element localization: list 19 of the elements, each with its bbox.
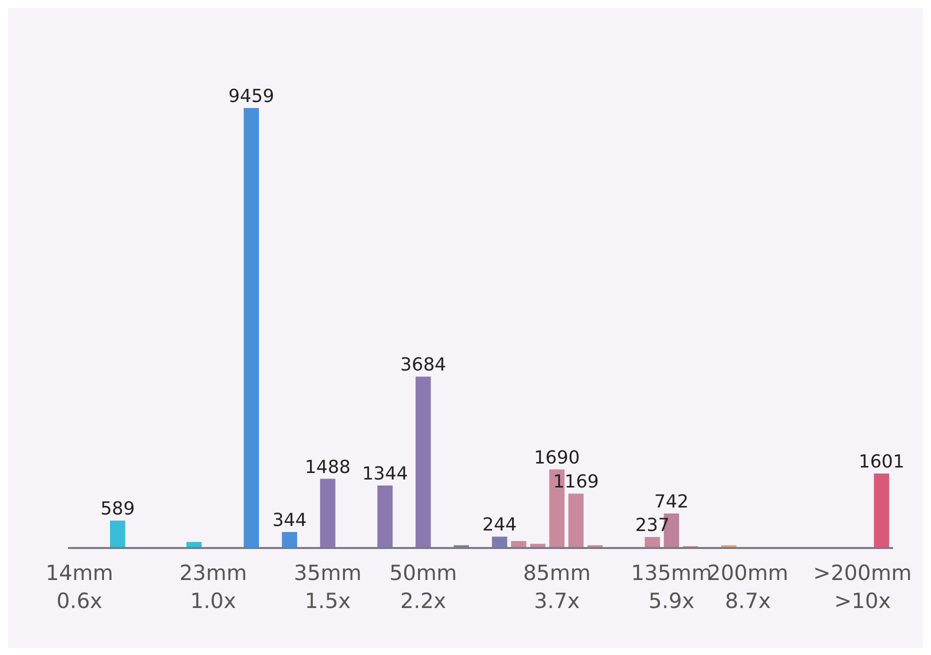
data-label: 244 (482, 514, 517, 536)
data-label: 237 (635, 514, 670, 536)
x-tick-label: 50mm 2.2x (389, 561, 458, 613)
x-tick-label: >200mm >10x (813, 561, 912, 613)
data-label: 3684 (400, 354, 446, 376)
x-tick-label: 14mm 0.6x (46, 561, 114, 613)
data-label: 1169 (553, 472, 599, 493)
data-label: 344 (272, 510, 307, 531)
x-tick-label: 23mm 1.0x (179, 561, 247, 613)
x-tick-label: 135mm 5.9x (630, 561, 712, 613)
data-label: 742 (654, 491, 689, 512)
data-label: 1344 (362, 463, 408, 484)
data-label: 1601 (858, 452, 904, 473)
data-label: 1690 (534, 447, 580, 468)
x-tick-label: 35mm 1.5x (294, 561, 362, 613)
data-label: 589 (100, 498, 135, 520)
x-tick-label: 85mm 3.7x (523, 561, 591, 613)
data-label: 9459 (228, 86, 274, 107)
data-label: 1488 (304, 456, 351, 478)
